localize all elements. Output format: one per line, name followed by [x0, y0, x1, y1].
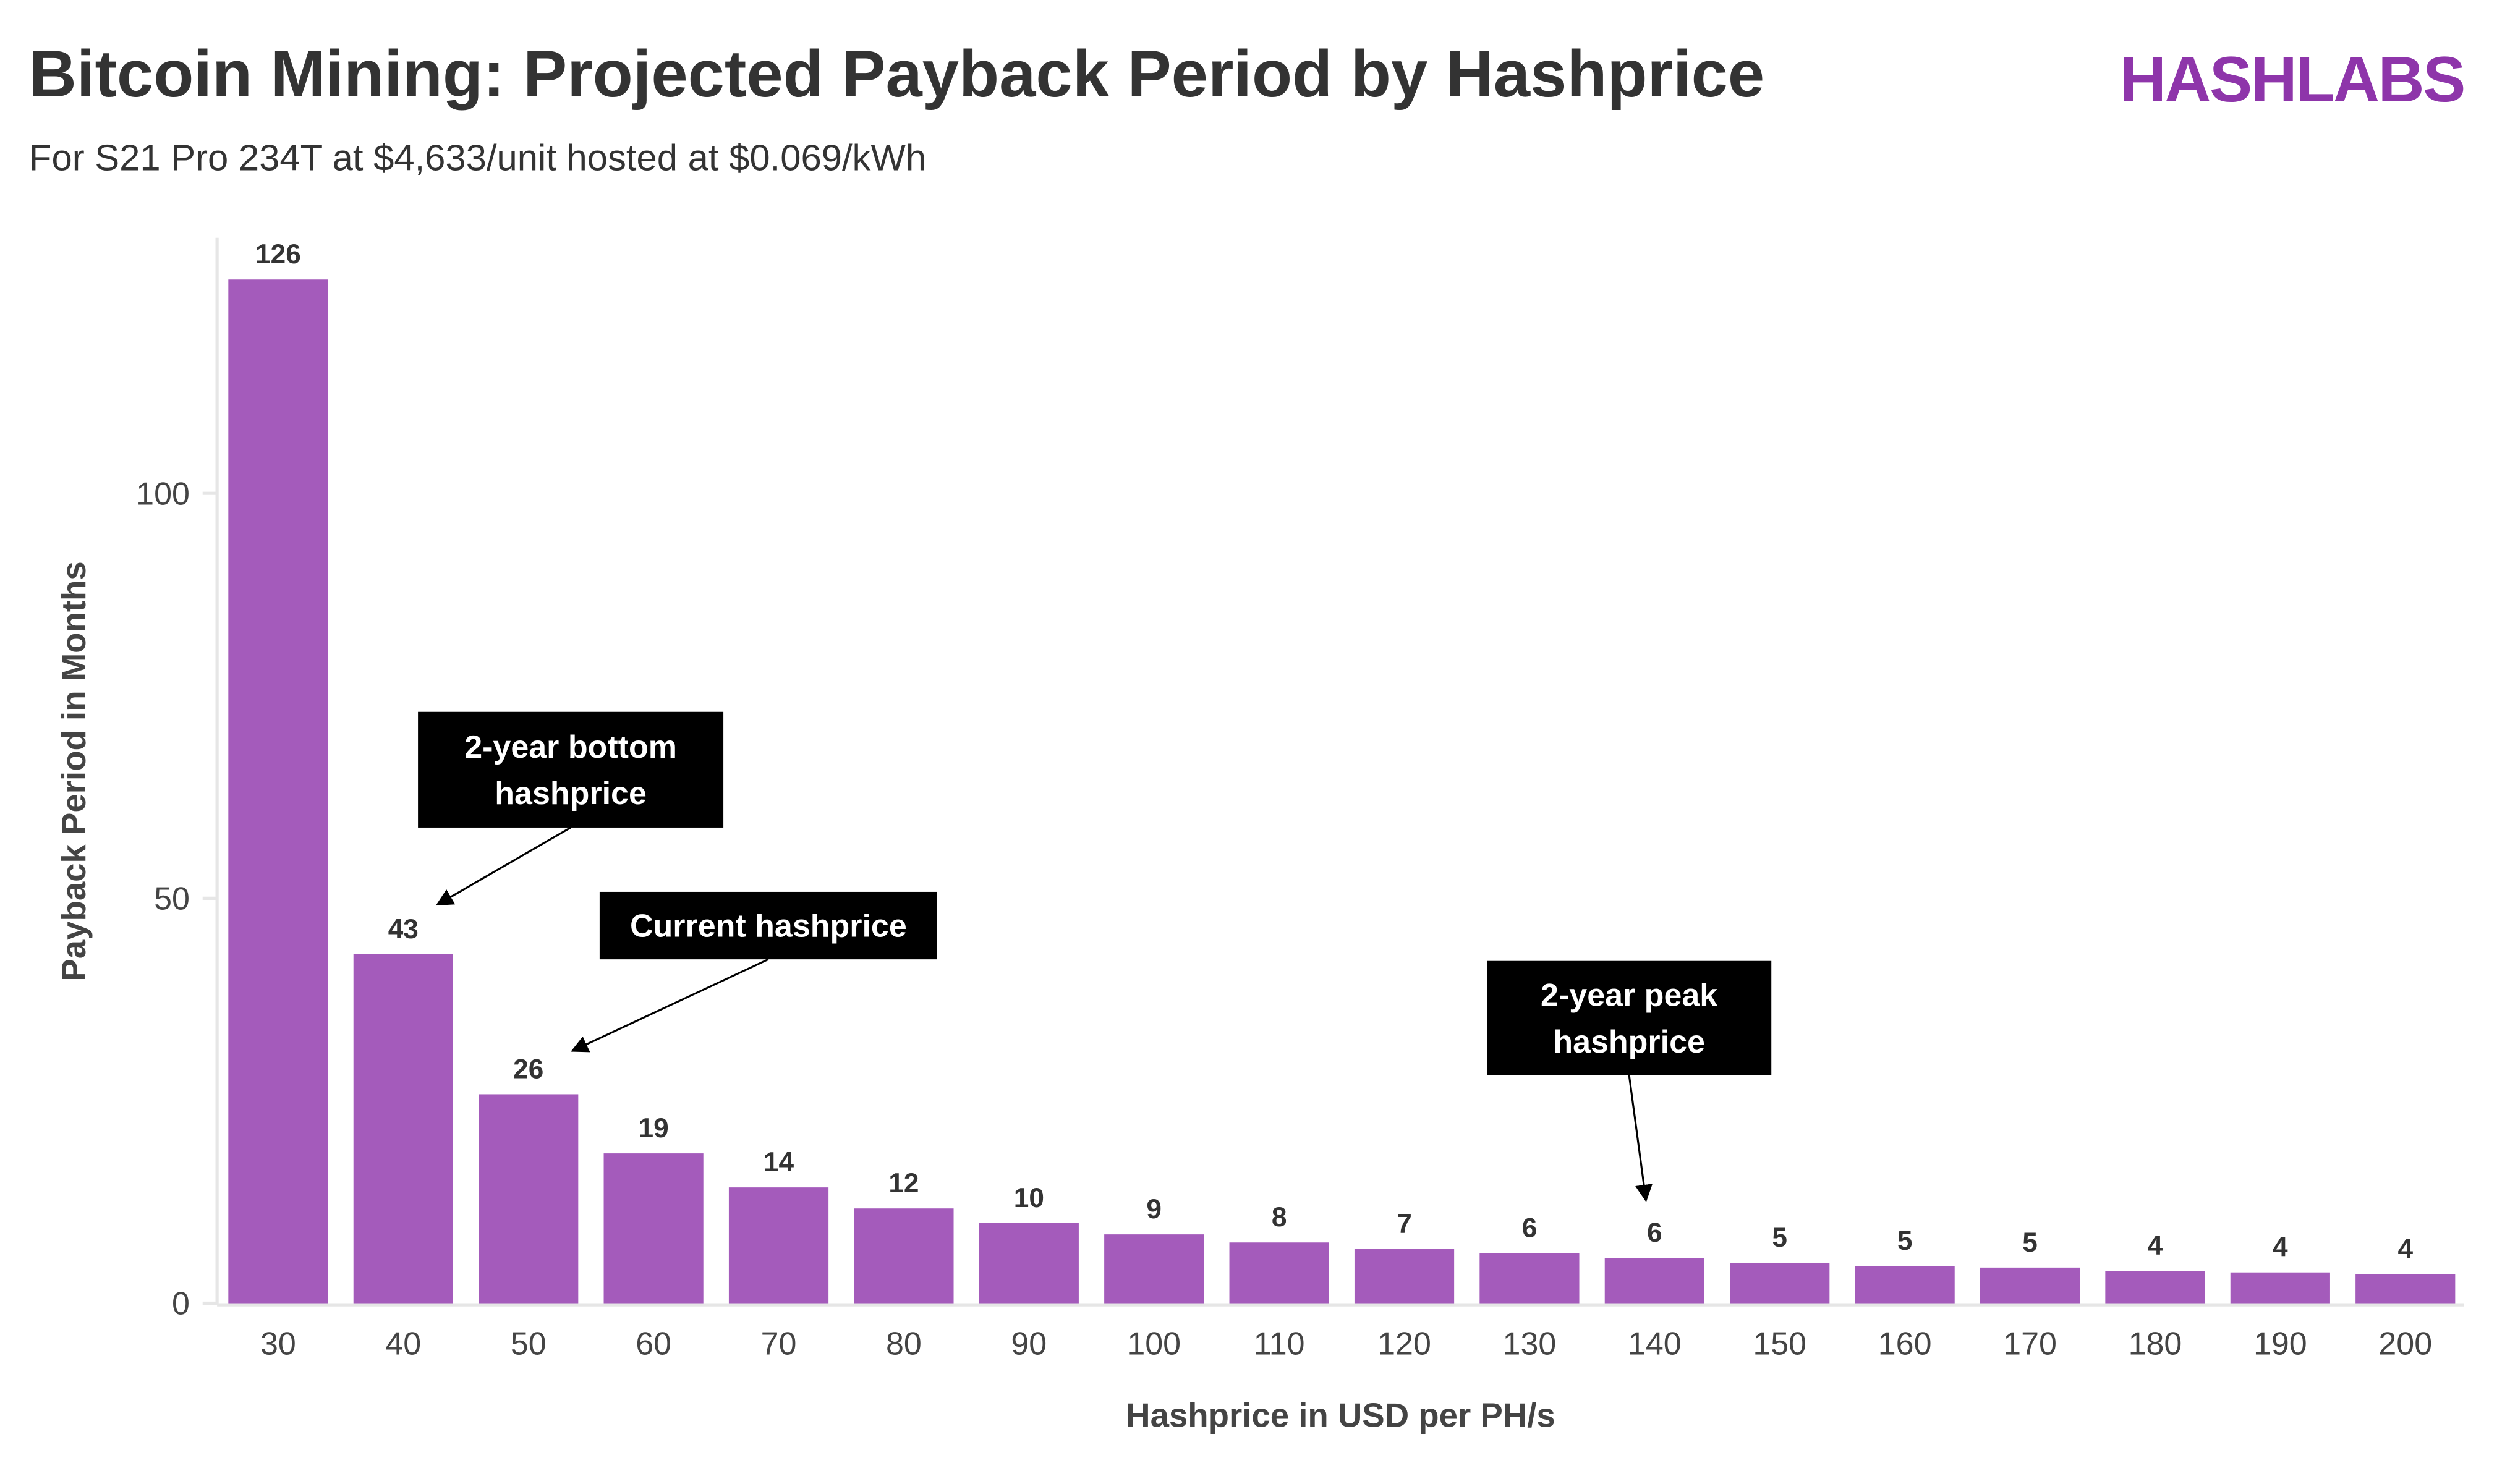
data-label: 5: [1897, 1226, 1913, 1256]
annotation-text: Current hashprice: [630, 909, 907, 944]
bar-160: [1855, 1266, 1955, 1304]
bar-30: [228, 279, 328, 1304]
data-label: 126: [255, 239, 301, 269]
data-label: 4: [2397, 1234, 2413, 1264]
bar-130: [1479, 1253, 1580, 1304]
x-tick-label: 150: [1753, 1326, 1806, 1362]
x-tick-label: 130: [1503, 1326, 1557, 1362]
bar-40: [353, 954, 453, 1304]
data-label: 43: [388, 914, 419, 944]
bar-60: [603, 1153, 704, 1304]
x-tick-label: 140: [1628, 1326, 1682, 1362]
x-tick-label: 90: [1011, 1326, 1047, 1362]
data-label: 4: [2148, 1231, 2163, 1261]
data-label: 5: [1772, 1223, 1787, 1253]
bar-110: [1229, 1242, 1329, 1304]
data-label: 6: [1647, 1218, 1662, 1248]
x-tick-label: 110: [1254, 1326, 1305, 1362]
bar-140: [1604, 1258, 1704, 1304]
bar-150: [1730, 1262, 1830, 1304]
bar-190: [2230, 1272, 2330, 1304]
annotation-box: [1487, 960, 1772, 1075]
annotation-arrow: [435, 826, 571, 906]
x-tick-label: 50: [511, 1326, 547, 1362]
x-tick-label: 70: [761, 1326, 797, 1362]
hashlabs-logo: HASHLABS: [2120, 44, 2464, 116]
x-tick-label: 40: [385, 1326, 421, 1362]
annotation-arrow: [571, 958, 769, 1053]
data-label: 9: [1146, 1194, 1162, 1224]
x-tick-label: 160: [1878, 1326, 1932, 1362]
annotation-text: hashprice: [1553, 1024, 1705, 1060]
annotation-arrow: [1628, 1075, 1653, 1202]
annotation-box: [418, 711, 724, 828]
data-label: 4: [2273, 1232, 2288, 1263]
bar-170: [1980, 1267, 2080, 1304]
x-tick-label: 180: [2129, 1326, 2182, 1362]
chart-subtitle: For S21 Pro 234T at $4,633/unit hosted a…: [29, 137, 926, 179]
bar-120: [1354, 1249, 1455, 1304]
bar-90: [979, 1223, 1079, 1304]
data-label: 12: [888, 1168, 919, 1198]
annotation-text: 2-year peak: [1541, 978, 1717, 1014]
x-tick-label: 100: [1127, 1326, 1181, 1362]
data-label: 10: [1014, 1183, 1044, 1213]
data-label: 5: [2022, 1227, 2038, 1258]
annotation-3: 2-year peak hashprice: [1487, 960, 1772, 1202]
bar-180: [2105, 1271, 2205, 1304]
data-label: 6: [1522, 1213, 1538, 1243]
data-label: 14: [764, 1147, 794, 1177]
x-tick-label: 30: [260, 1326, 296, 1362]
bar-100: [1104, 1234, 1204, 1304]
data-label: 26: [513, 1054, 543, 1084]
x-tick-label: 60: [636, 1326, 671, 1362]
annotation-box: [599, 891, 937, 960]
bar-50: [479, 1094, 579, 1304]
x-tick-label: 170: [2003, 1326, 2057, 1362]
y-tick-label: 0: [172, 1286, 190, 1322]
annotation-1: 2-year bottom hashprice: [418, 711, 724, 906]
y-tick-label: 50: [154, 881, 190, 917]
data-label: 8: [1272, 1202, 1287, 1232]
bar-70: [728, 1187, 829, 1304]
annotation-2: Current hashprice: [571, 891, 937, 1053]
x-tick-label: 80: [886, 1326, 922, 1362]
x-tick-label: 120: [1377, 1326, 1431, 1362]
x-tick-label: 200: [2378, 1326, 2432, 1362]
y-axis-label: Payback Period in Months: [55, 561, 93, 981]
data-label: 7: [1397, 1209, 1412, 1239]
x-tick-label: 190: [2253, 1326, 2307, 1362]
annotation-text: 2-year bottom: [464, 729, 677, 765]
y-tick-label: 100: [136, 476, 190, 512]
bar-80: [854, 1208, 954, 1304]
bar-200: [2355, 1274, 2456, 1304]
data-label: 19: [639, 1113, 669, 1143]
x-axis-label: Hashprice in USD per PH/s: [1126, 1397, 1555, 1435]
annotation-text: hashprice: [495, 776, 647, 812]
chart-title: Bitcoin Mining: Projected Payback Period…: [29, 37, 1764, 111]
